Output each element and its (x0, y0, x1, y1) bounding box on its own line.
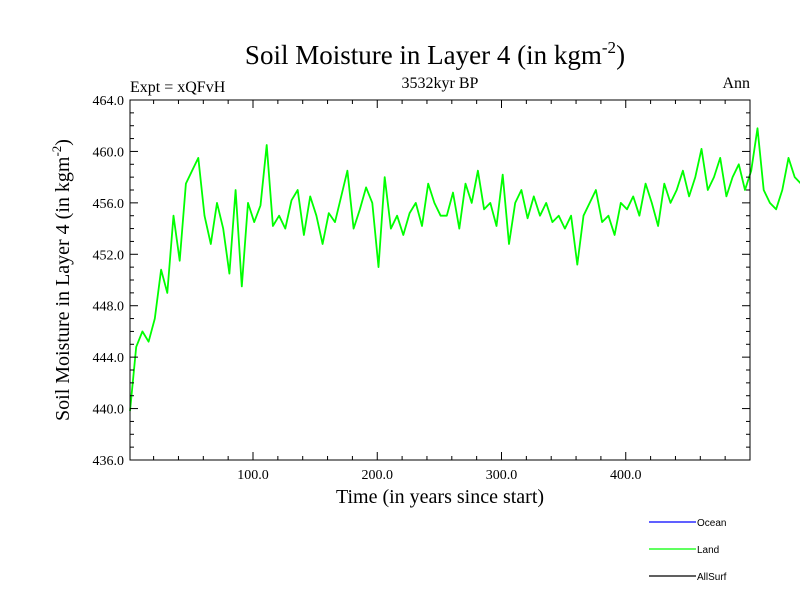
x-tick-label: 100.0 (237, 468, 269, 483)
x-axis-label: Time (in years since start) (336, 486, 544, 508)
plot-area: 436.0 440.0 444.0 448.0 452.0 456.0 460.0 464.0… (93, 94, 800, 483)
x-tick-label: 400.0 (610, 468, 642, 483)
series-line-land (129, 127, 800, 412)
y-tick-label: 460.0 (93, 145, 125, 160)
y-tick-label: 464.0 (93, 94, 125, 109)
subtitle-center: 3532kyr BP (402, 75, 479, 92)
y-axis-label: Soil Moisture in Layer 4 (in kgm-2) (49, 139, 74, 421)
y-tick-label: 452.0 (93, 248, 125, 263)
chart-title: Soil Moisture in Layer 4 (in kgm-2) (245, 38, 625, 70)
y-tick-label: 456.0 (93, 197, 125, 212)
subtitle-left: Expt = xQFvH (130, 79, 226, 96)
legend-label-allsurf: AllSurf (697, 572, 727, 583)
y-tick-label: 440.0 (93, 403, 125, 418)
legend-label-land: Land (697, 545, 719, 556)
y-tick-label: 436.0 (93, 454, 125, 469)
legend-label-ocean: Ocean (697, 518, 726, 529)
legend: Ocean Land AllSurf (649, 518, 727, 583)
y-tick-label: 444.0 (93, 351, 125, 366)
x-tick-label: 300.0 (486, 468, 518, 483)
subtitle-right: Ann (722, 75, 750, 92)
y-tick-label: 448.0 (93, 300, 125, 315)
x-tick-label: 200.0 (362, 468, 394, 483)
plot-frame (129, 99, 751, 461)
